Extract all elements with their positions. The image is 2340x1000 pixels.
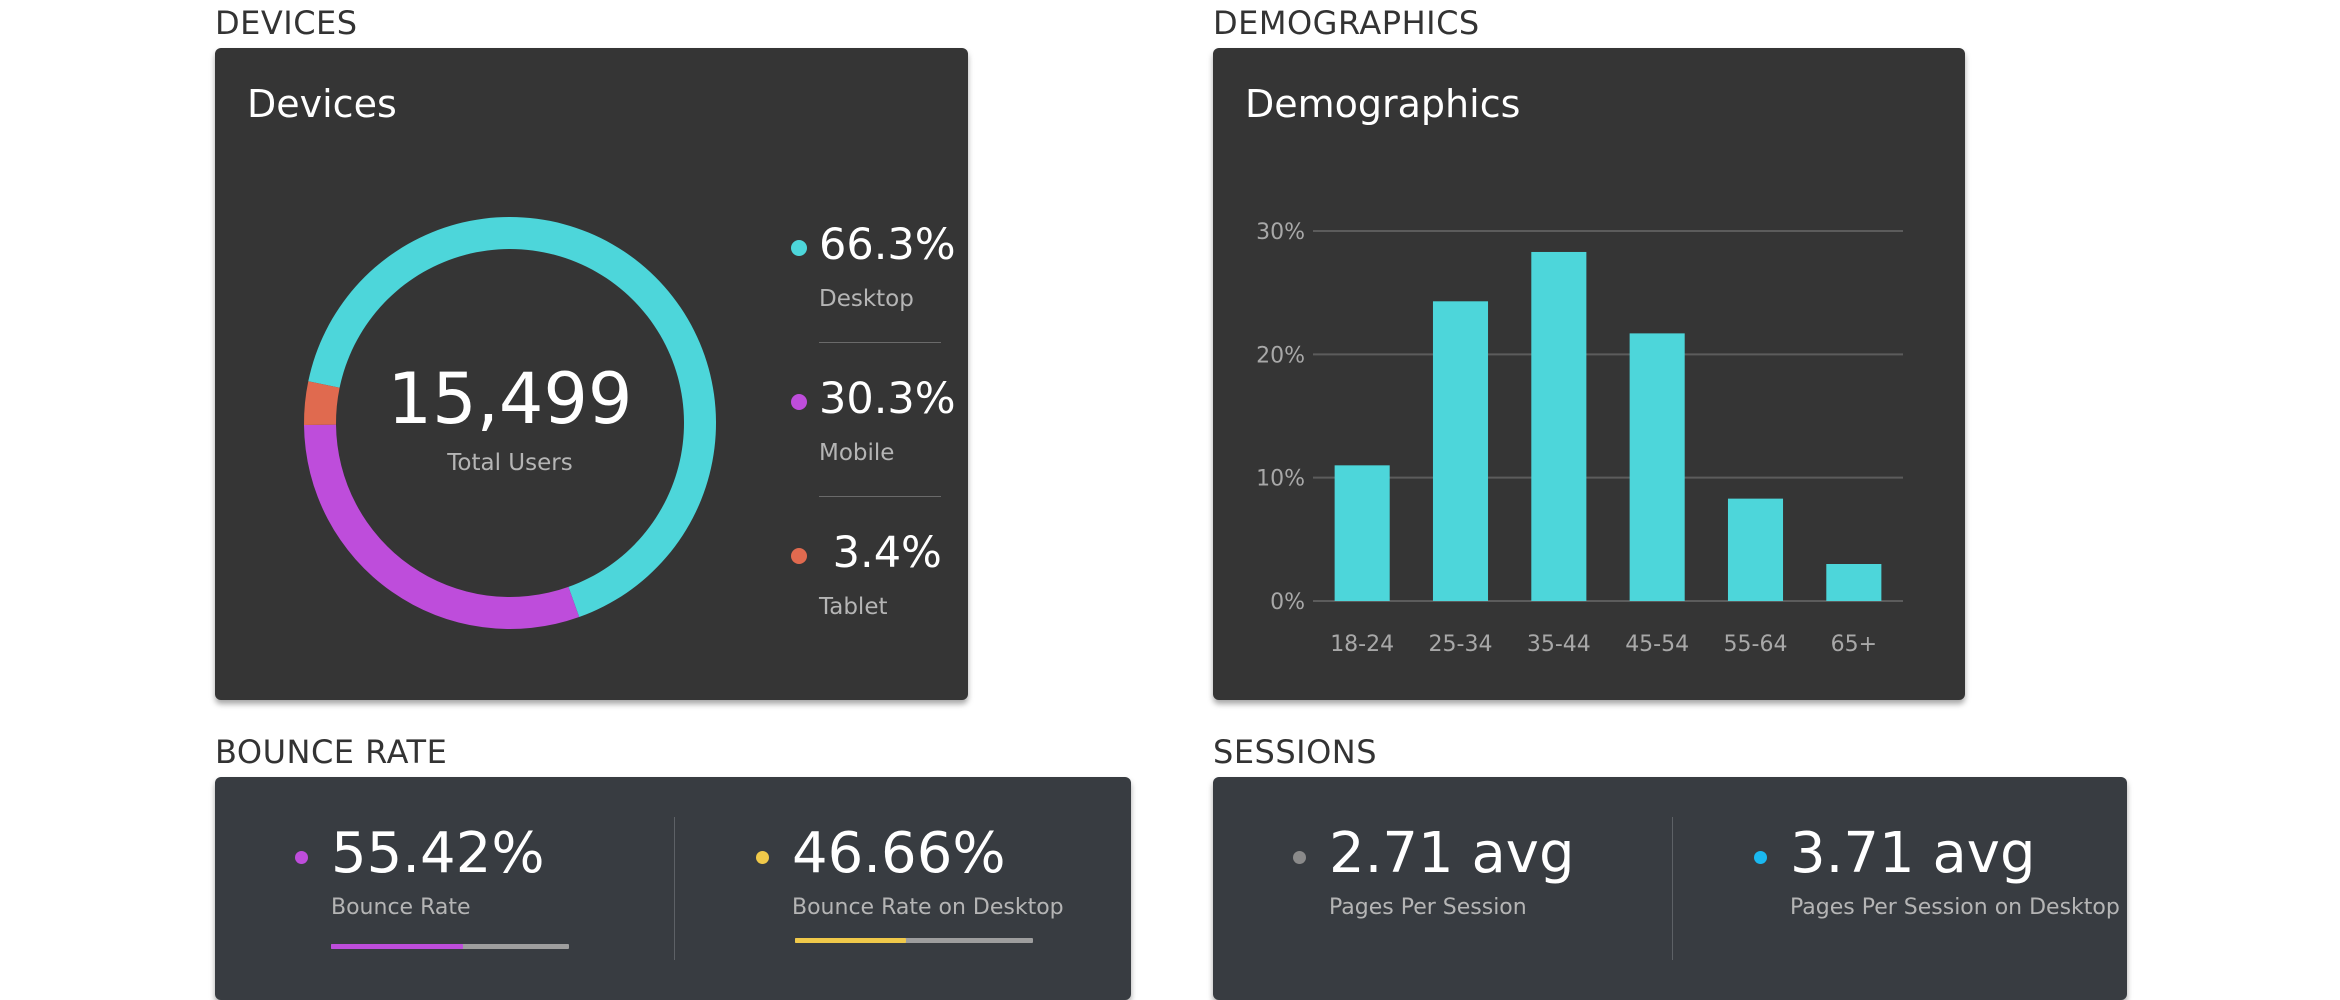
section-label-bounce-rate: BOUNCE RATE — [215, 733, 448, 771]
bar-35-44 — [1531, 251, 1587, 601]
y-tick-label: 30% — [1256, 220, 1305, 245]
bounce-rate-value: 55.42% — [331, 821, 545, 886]
pages-per-session-desktop-value: 3.71 avg — [1790, 821, 2036, 886]
demographics-bar-chart: 0% 10% 20% 30% 18-24 25-34 35-44 45-54 55-64 65+ — [1256, 220, 1903, 657]
bounce-rate-desktop-progress-fill — [795, 938, 907, 943]
pages-per-session-dot-icon — [1293, 851, 1306, 864]
bar-18-24 — [1334, 465, 1390, 601]
total-users-label: Total Users — [447, 450, 573, 476]
legend-label-mobile: Mobile — [819, 440, 895, 466]
bounce-rate-progress-fill — [331, 944, 463, 949]
legend-divider — [819, 342, 941, 343]
legend-dot-desktop-icon — [791, 240, 807, 256]
legend-item-mobile: 30.3% Mobile — [785, 366, 956, 476]
y-tick-label: 10% — [1256, 467, 1305, 492]
x-tick-label: 65+ — [1831, 632, 1877, 657]
pages-per-session-label: Pages Per Session — [1329, 895, 1527, 920]
bar-55-64 — [1727, 498, 1784, 601]
stat-divider — [1672, 817, 1673, 960]
bounce-rate-desktop-progress-bar — [795, 938, 1033, 943]
bounce-rate-progress-bar — [331, 944, 569, 949]
legend-label-desktop: Desktop — [819, 286, 914, 312]
demographics-card-title: Demographics — [1245, 82, 1521, 126]
bounce-rate-desktop-value: 46.66% — [792, 821, 1006, 886]
donut-slice-mobile — [304, 424, 580, 629]
legend-item-tablet: 3.4% Tablet — [785, 520, 945, 630]
pages-per-session-value: 2.71 avg — [1329, 821, 1575, 886]
bar-65+ — [1826, 564, 1882, 601]
legend-divider — [819, 496, 941, 497]
y-tick-label: 20% — [1256, 343, 1305, 368]
legend-dot-tablet-icon — [791, 548, 807, 564]
legend-dot-mobile-icon — [791, 394, 807, 410]
bounce-rate-desktop-dot-icon — [756, 851, 769, 864]
section-label-demographics: DEMOGRAPHICS — [1213, 4, 1480, 42]
total-users-value: 15,499 — [387, 358, 633, 440]
sessions-card: 2.71 avg Pages Per Session 3.71 avg Page… — [1213, 777, 2127, 1000]
legend-value-mobile: 30.3% — [819, 374, 956, 424]
x-tick-label: 35-44 — [1527, 632, 1591, 657]
bounce-rate-dot-icon — [295, 851, 308, 864]
devices-card-title: Devices — [247, 82, 397, 126]
demographics-card: Demographics 0% 10% 20% 30% 18-24 25-34 35-44 4… — [1213, 48, 1965, 700]
pages-per-session-desktop-dot-icon — [1754, 851, 1767, 864]
section-label-devices: DEVICES — [215, 4, 358, 42]
x-tick-label: 45-54 — [1625, 632, 1689, 657]
bounce-rate-label: Bounce Rate — [331, 895, 471, 920]
bounce-rate-desktop-label: Bounce Rate on Desktop — [792, 895, 1064, 920]
x-tick-label: 18-24 — [1330, 632, 1394, 657]
pages-per-session-desktop-label: Pages Per Session on Desktop — [1790, 895, 2120, 920]
y-tick-label: 0% — [1270, 590, 1305, 615]
x-tick-label: 55-64 — [1724, 632, 1788, 657]
legend-item-desktop: 66.3% Desktop — [785, 212, 956, 322]
devices-card: Devices 15,499 Total Users 66.3% Desktop… — [215, 48, 968, 700]
section-label-sessions: SESSIONS — [1213, 733, 1378, 771]
devices-donut-chart — [304, 217, 716, 629]
x-tick-label: 25-34 — [1429, 632, 1493, 657]
bounce-rate-card: 55.42% Bounce Rate 46.66% Bounce Rate on… — [215, 777, 1131, 1000]
stat-divider — [674, 817, 675, 960]
legend-value-tablet: 3.4% — [819, 528, 942, 578]
donut-slice-tablet — [304, 381, 340, 425]
bar-25-34 — [1432, 301, 1489, 601]
bar-45-54 — [1629, 333, 1685, 601]
legend-label-tablet: Tablet — [819, 594, 888, 620]
legend-value-desktop: 66.3% — [819, 220, 956, 270]
